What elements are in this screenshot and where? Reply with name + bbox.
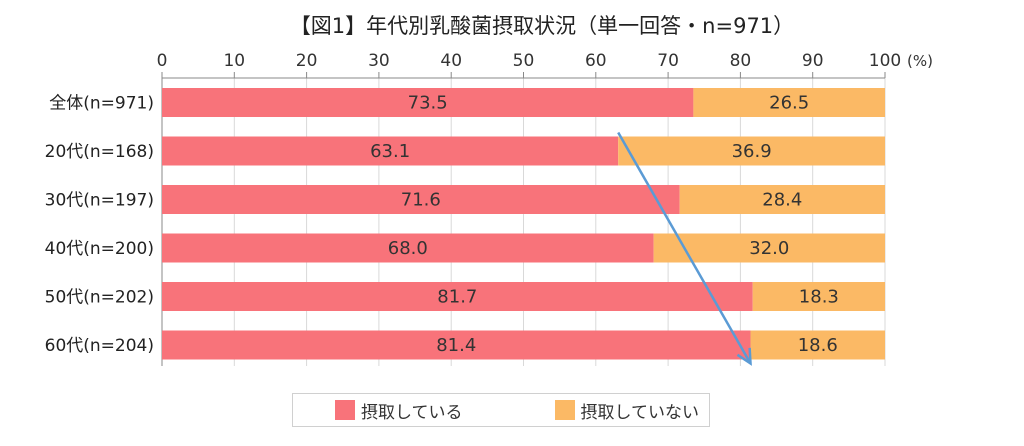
bar-value-label: 32.0 — [749, 238, 789, 259]
category-label: 30代(n=197) — [45, 191, 154, 211]
grid-lines — [161, 78, 886, 366]
bar-value-label: 73.5 — [408, 93, 448, 114]
bar-value-label: 81.7 — [437, 287, 477, 308]
x-axis-ticks: 0 10 20 30 40 50 60 70 80 90 100 (%) — [157, 51, 933, 366]
x-tick-label: 0 — [157, 51, 168, 71]
bar-value-label: 26.5 — [769, 93, 809, 114]
bar-value-label: 63.1 — [370, 141, 410, 162]
bar-value-label: 28.4 — [762, 190, 802, 211]
trend-arrow-head — [736, 347, 752, 366]
bar-segment-taking — [162, 136, 619, 166]
x-tick-label: 30 — [368, 51, 390, 71]
bar-segment-not-taking — [618, 136, 885, 166]
bar-value-label: 71.6 — [401, 190, 441, 211]
x-tick-label: 10 — [223, 51, 245, 71]
trend-arrow — [617, 131, 752, 366]
category-labels: 全体(n=971) 20代(n=168) 30代(n=197) 40代(n=200) 5… — [45, 94, 154, 357]
legend-swatch-not-taking — [554, 400, 575, 420]
bar-segment-taking — [162, 282, 753, 311]
x-tick-label: 90 — [802, 51, 824, 71]
bar-segment-not-taking — [693, 88, 885, 117]
legend-item-taking: 摂取している — [335, 398, 463, 423]
bar-value-label: 18.6 — [798, 335, 838, 356]
category-label: 20代(n=168) — [45, 142, 154, 162]
bar-segment-not-taking — [679, 185, 885, 214]
legend: 摂取している 摂取していない — [292, 393, 710, 427]
bar-value-label: 81.4 — [436, 335, 476, 356]
bar-value-label: 68.0 — [388, 238, 428, 259]
legend-item-not-taking: 摂取していない — [554, 398, 700, 423]
bars: 73.5 26.5 63.1 36.9 71.6 28.4 68.0 32.0 81.7 18.3… — [162, 88, 885, 360]
bar-segment-taking — [162, 330, 751, 360]
chart-title: 【図1】年代別乳酸菌摂取状況（単一回答・n=971） — [289, 14, 795, 38]
bar-value-label: 36.9 — [732, 141, 772, 162]
legend-label-not-taking: 摂取していない — [580, 402, 700, 423]
legend-swatch-taking — [335, 400, 355, 420]
x-tick-label: 80 — [730, 51, 752, 71]
bar-segment-not-taking — [653, 233, 885, 263]
x-tick-label: 100 — [869, 51, 901, 71]
category-label: 60代(n=204) — [45, 336, 154, 356]
trend-arrow-line — [617, 131, 752, 365]
x-tick-label: 60 — [585, 51, 607, 71]
x-tick-label: 40 — [440, 51, 462, 71]
bar-segment-not-taking — [752, 282, 885, 311]
legend-label-taking: 摂取している — [361, 402, 463, 423]
bar-segment-taking — [162, 88, 694, 117]
bar-segment-taking — [162, 185, 680, 214]
bar-segment-not-taking — [750, 330, 885, 360]
bar-value-label: 18.3 — [799, 287, 839, 308]
category-label: 全体(n=971) — [49, 94, 154, 114]
category-label: 50代(n=202) — [45, 288, 154, 308]
category-label: 40代(n=200) — [45, 239, 154, 259]
bar-segment-taking — [162, 233, 654, 263]
x-tick-label: 20 — [296, 51, 318, 71]
x-tick-label: 50 — [513, 51, 535, 71]
x-unit-label: (%) — [907, 52, 933, 70]
x-tick-label: 70 — [657, 51, 679, 71]
